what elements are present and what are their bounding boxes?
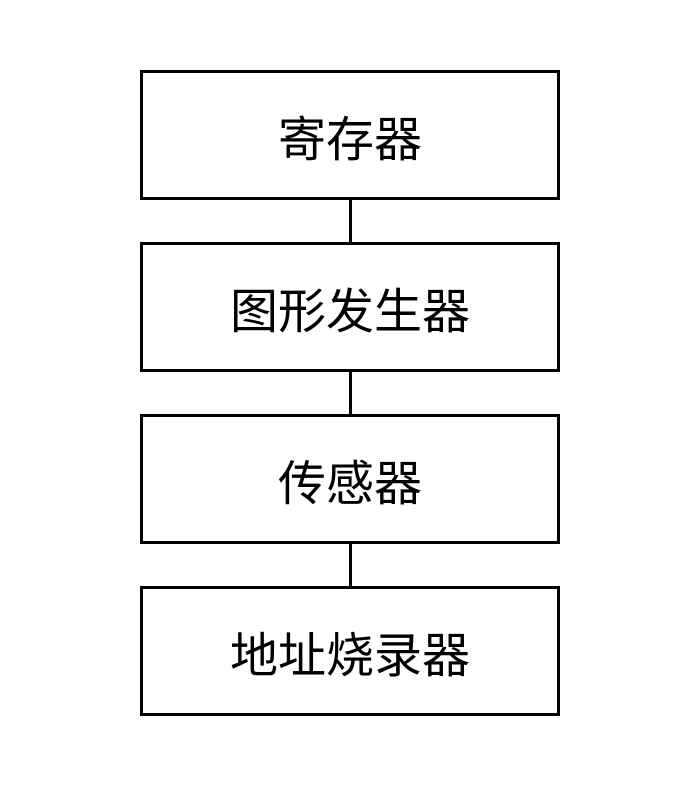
edge-pattern-gen-to-sensor [349, 372, 352, 414]
node-label: 传感器 [278, 444, 422, 514]
edge-sensor-to-address-burner [349, 544, 352, 586]
node-register: 寄存器 [140, 70, 560, 200]
node-sensor: 传感器 [140, 414, 560, 544]
edge-register-to-pattern-gen [349, 200, 352, 242]
node-address-burner: 地址烧录器 [140, 586, 560, 716]
node-pattern-generator: 图形发生器 [140, 242, 560, 372]
node-label: 地址烧录器 [230, 616, 470, 686]
flowchart: 寄存器 图形发生器 传感器 地址烧录器 [140, 70, 560, 716]
node-label: 图形发生器 [230, 272, 470, 342]
node-label: 寄存器 [278, 100, 422, 170]
